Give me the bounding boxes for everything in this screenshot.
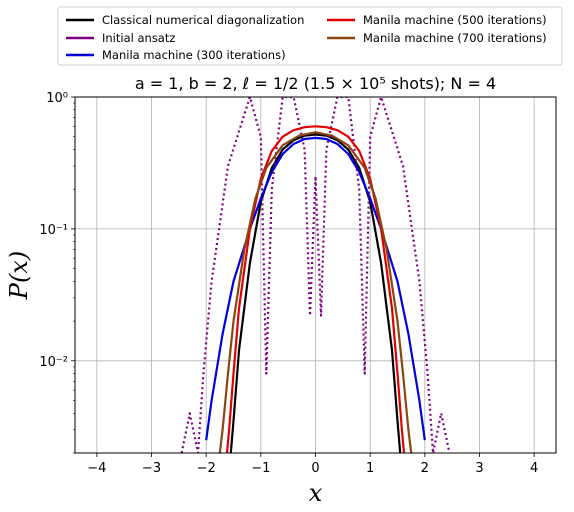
legend-entry: Manila machine (300 iterations) (66, 48, 286, 62)
x-tick-label: 4 (530, 461, 538, 476)
x-tick-label: −2 (197, 461, 216, 476)
x-tick-label: −3 (142, 461, 161, 476)
x-tick-label: 2 (421, 461, 429, 476)
x-axis: −4 −3 −2 −1 0 1 2 3 4 (87, 453, 538, 476)
grid (75, 96, 556, 453)
x-tick-label: −4 (87, 461, 106, 476)
legend-entry: Initial ansatz (66, 31, 175, 45)
x-tick-label: −1 (251, 461, 270, 476)
legend-label: Manila machine (300 iterations) (102, 48, 286, 62)
legend-frame (57, 6, 563, 66)
chart-title: a = 1, b = 2, ℓ = 1/2 (1.5 × 10⁵ shots);… (135, 74, 496, 93)
x-axis-label: x (309, 479, 323, 507)
y-axis-label: P(x) (5, 251, 33, 300)
legend-label: Initial ansatz (102, 31, 175, 45)
y-tick-label: 10⁻² (39, 355, 68, 370)
legend-entry: Classical numerical diagonalization (66, 13, 304, 27)
legend-label: Classical numerical diagonalization (102, 13, 304, 27)
y-axis: 10⁰ 10⁻¹ 10⁻² (39, 91, 75, 454)
plot-area: −4 −3 −2 −1 0 1 2 3 4 10⁰ 10⁻¹ 10⁻² (39, 91, 557, 476)
x-tick-label: 3 (475, 461, 483, 476)
series-line-4 (225, 125, 406, 453)
legend-entry: Manila machine (700 iterations) (327, 31, 547, 45)
series-line-3 (205, 136, 426, 441)
series-layer (180, 97, 451, 453)
series-line-5 (218, 131, 413, 453)
legend-entry: Manila machine (500 iterations) (327, 13, 547, 27)
x-tick-label: 1 (366, 461, 374, 476)
y-tick-label: 10⁻¹ (39, 223, 68, 238)
legend-label: Manila machine (500 iterations) (363, 13, 547, 27)
series-line-1 (229, 133, 402, 453)
x-tick-label: 0 (311, 461, 319, 476)
series-line-2 (180, 97, 451, 453)
y-tick-label: 10⁰ (46, 91, 68, 106)
legend-label: Manila machine (700 iterations) (363, 31, 547, 45)
legend: Classical numerical diagonalization Initi… (57, 6, 563, 66)
